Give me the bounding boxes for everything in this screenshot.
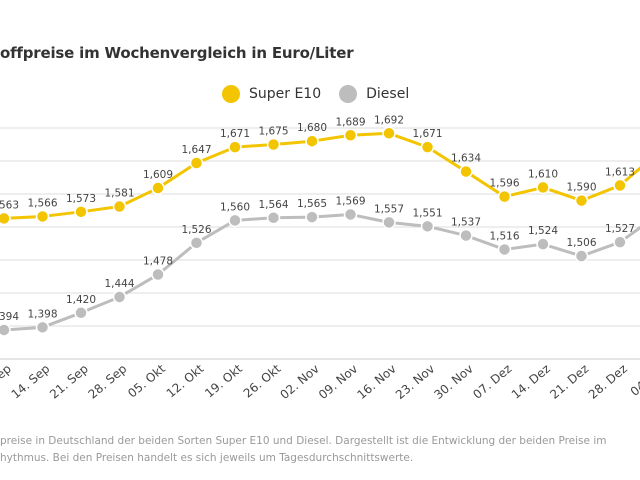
data-label-super-e10: 1,609 [143, 169, 173, 181]
data-label-diesel: 1,527 [605, 223, 635, 235]
data-point-super-e10 [343, 128, 358, 143]
data-point-diesel [228, 213, 242, 228]
data-label-diesel: 1,564 [258, 199, 288, 211]
data-point-diesel [112, 290, 127, 304]
data-point-diesel [74, 306, 88, 320]
data-point-diesel [420, 219, 435, 234]
data-point-diesel [189, 236, 204, 250]
data-label-super-e10: 1,692 [374, 114, 404, 126]
data-label-diesel: 1,420 [66, 294, 96, 306]
data-point-super-e10 [189, 156, 204, 170]
data-point-super-e10 [574, 193, 589, 208]
data-label-super-e10: 1,671 [412, 128, 442, 140]
legend-label-diesel: Diesel [366, 86, 410, 102]
data-label-super-e10: 1,680 [297, 122, 327, 134]
data-label-diesel: 1,478 [143, 256, 173, 268]
data-point-super-e10 [497, 189, 512, 204]
data-label-diesel: 1,516 [489, 230, 519, 242]
x-tick-label: 04. Jan [628, 362, 640, 399]
x-tick-label: 21. Sep [47, 362, 91, 402]
data-label-diesel: 1,537 [451, 217, 481, 229]
x-tick-label: 30. Nov [431, 362, 475, 403]
data-point-diesel [613, 235, 627, 249]
legend-item-super-e10: Super E10 [222, 85, 321, 103]
data-point-super-e10 [151, 181, 165, 195]
data-point-super-e10 [305, 134, 319, 148]
data-label-diesel: 1,444 [104, 278, 134, 290]
data-point-super-e10 [613, 178, 627, 193]
data-point-super-e10 [35, 209, 50, 224]
legend-item-diesel: Diesel [339, 85, 409, 103]
data-point-super-e10 [112, 199, 127, 214]
data-point-super-e10 [420, 140, 435, 154]
x-tick-label: 23. Nov [393, 362, 437, 403]
x-tick-label: 09. Nov [316, 362, 360, 403]
data-point-super-e10 [459, 164, 473, 179]
data-point-diesel [0, 323, 11, 337]
x-tick-label: 26. Okt [241, 361, 284, 400]
data-label-super-e10: 1,689 [335, 116, 365, 128]
x-tick-label: 21. Dez [547, 362, 591, 402]
data-point-diesel [497, 242, 512, 257]
x-tick-label: 07. Dez [470, 362, 514, 402]
footnote: preise in Deutschland der beiden Sorten … [0, 433, 606, 467]
legend-marker-diesel [339, 85, 358, 103]
data-point-super-e10 [228, 140, 242, 154]
data-label-diesel: 1,506 [566, 237, 596, 249]
data-label-super-e10: 1,566 [27, 197, 57, 209]
legend: Super E10 Diesel [222, 85, 427, 103]
data-label-super-e10: 1,590 [566, 182, 596, 194]
data-label-diesel: 1,557 [374, 203, 404, 215]
data-label-super-e10: 1,596 [489, 178, 519, 190]
data-label-super-e10: 1,563 [0, 199, 19, 211]
x-tick-label: 12. Okt [164, 361, 207, 400]
x-tick-label: 16. Nov [354, 362, 398, 403]
x-tick-label: 19. Okt [202, 361, 245, 400]
data-point-diesel [343, 207, 358, 222]
data-label-super-e10: 1,671 [220, 128, 250, 140]
data-label-diesel: 1,524 [528, 225, 558, 237]
x-tick-label: 14. Dez [509, 362, 553, 402]
x-tick-label: 28. Dez [586, 362, 630, 402]
data-label-diesel: 1,569 [335, 195, 365, 207]
data-label-super-e10: 1,675 [258, 126, 288, 138]
data-point-super-e10 [382, 126, 396, 141]
data-point-diesel [151, 267, 165, 282]
data-point-super-e10 [74, 205, 88, 219]
legend-marker-super-e10 [222, 85, 240, 103]
x-tick-label: 05. Okt [125, 361, 168, 400]
data-point-super-e10 [266, 137, 281, 152]
footnote-line-2: hythmus. Bei den Preisen handelt es sich… [0, 452, 414, 464]
data-point-diesel [382, 215, 396, 230]
data-label-diesel: 1,526 [181, 224, 211, 236]
data-label-super-e10: 1,610 [528, 168, 558, 180]
data-point-diesel [266, 211, 281, 225]
x-tick-label: 02. Nov [277, 362, 321, 403]
data-label-diesel: 1,565 [297, 198, 327, 210]
data-label-super-e10: 1,613 [605, 166, 635, 178]
data-label-super-e10: 1,581 [104, 188, 134, 200]
data-label-diesel: 1,394 [0, 311, 19, 323]
data-point-diesel [459, 228, 473, 243]
data-point-diesel [305, 210, 319, 224]
data-point-diesel [574, 249, 589, 263]
data-point-diesel [536, 237, 550, 251]
chart-title: offpreise im Wochenvergleich in Euro/Lit… [0, 44, 354, 62]
legend-label-super-e10: Super E10 [249, 86, 322, 102]
data-label-super-e10: 1,573 [66, 193, 96, 205]
data-point-super-e10 [0, 211, 11, 226]
data-point-super-e10 [536, 180, 550, 195]
data-label-super-e10: 1,634 [451, 153, 481, 165]
data-label-diesel: 1,560 [220, 201, 250, 213]
data-point-diesel [35, 320, 50, 335]
data-label-diesel: 1,398 [27, 308, 57, 320]
data-label-diesel: 1,551 [412, 207, 442, 219]
x-tick-label: 14. Sep [9, 362, 53, 402]
x-tick-label: 28. Sep [86, 362, 130, 402]
data-label-super-e10: 1,647 [181, 144, 211, 156]
footnote-line-1: preise in Deutschland der beiden Sorten … [0, 435, 607, 447]
